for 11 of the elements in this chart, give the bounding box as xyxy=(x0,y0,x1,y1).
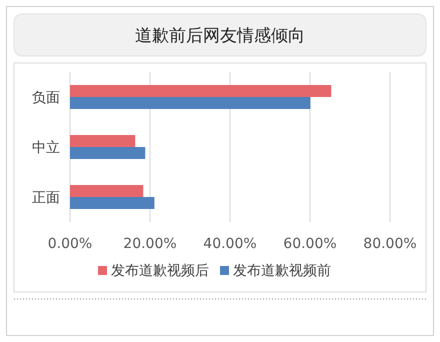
title: 道歉前后网友情感倾向 xyxy=(135,26,305,46)
xtick: 40.00% xyxy=(203,236,257,252)
ytick: 正面 xyxy=(32,190,60,206)
legend: 发布道歉视频前 xyxy=(233,263,331,279)
ytick: 负面 xyxy=(32,90,60,106)
xtick: 20.00% xyxy=(123,236,177,252)
xtick: 80.00% xyxy=(363,236,417,252)
xtick: 60.00% xyxy=(283,236,337,252)
legend: 发布道歉视频后 xyxy=(111,263,209,279)
ytick: 中立 xyxy=(32,140,60,156)
xtick: 0.00% xyxy=(48,236,92,252)
